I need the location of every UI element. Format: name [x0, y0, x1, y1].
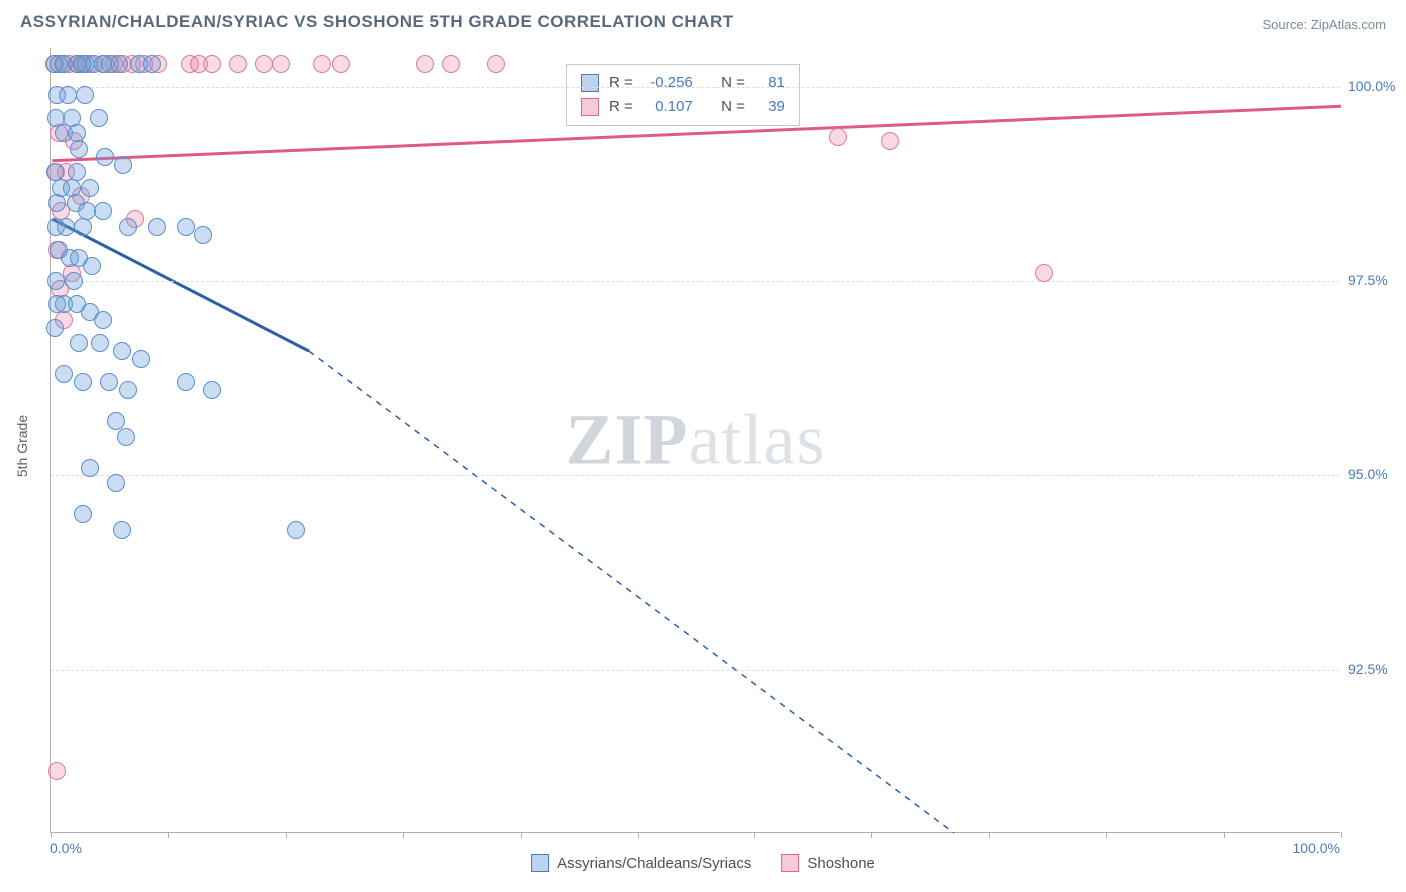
data-point-blue: [117, 428, 135, 446]
data-point-blue: [119, 218, 137, 236]
chart-title: ASSYRIAN/CHALDEAN/SYRIAC VS SHOSHONE 5TH…: [20, 12, 734, 32]
data-point-blue: [70, 334, 88, 352]
data-point-blue: [59, 86, 77, 104]
grid-line: [51, 475, 1340, 476]
data-point-blue: [143, 55, 161, 73]
x-tick: [1224, 832, 1225, 838]
x-tick: [1341, 832, 1342, 838]
data-point-blue: [74, 373, 92, 391]
legend-swatch-pink: [781, 854, 799, 872]
data-point-blue: [90, 109, 108, 127]
data-point-blue: [91, 334, 109, 352]
data-point-blue: [46, 319, 64, 337]
data-point-blue: [74, 218, 92, 236]
data-point-blue: [48, 194, 66, 212]
x-tick: [638, 832, 639, 838]
x-tick: [286, 832, 287, 838]
data-point-blue: [47, 272, 65, 290]
grid-line: [51, 87, 1340, 88]
data-point-blue: [70, 140, 88, 158]
data-point-pink: [272, 55, 290, 73]
y-tick-label: 92.5%: [1348, 661, 1388, 677]
data-point-blue: [113, 521, 131, 539]
data-point-blue: [148, 218, 166, 236]
data-point-blue: [100, 373, 118, 391]
data-point-blue: [57, 218, 75, 236]
data-point-pink: [416, 55, 434, 73]
data-point-blue: [113, 342, 131, 360]
data-point-blue: [177, 373, 195, 391]
data-point-blue: [177, 218, 195, 236]
data-point-pink: [313, 55, 331, 73]
trend-lines: [51, 48, 1340, 832]
x-tick: [51, 832, 52, 838]
data-point-blue: [81, 179, 99, 197]
x-tick: [168, 832, 169, 838]
data-point-blue: [94, 311, 112, 329]
data-point-blue: [203, 381, 221, 399]
data-point-blue: [94, 202, 112, 220]
data-point-blue: [119, 381, 137, 399]
data-point-pink: [1035, 264, 1053, 282]
data-point-blue: [81, 459, 99, 477]
y-tick-label: 97.5%: [1348, 272, 1388, 288]
watermark: ZIPatlas: [566, 399, 826, 482]
data-point-blue: [65, 272, 83, 290]
grid-line: [51, 281, 1340, 282]
data-point-pink: [881, 132, 899, 150]
data-point-blue: [76, 86, 94, 104]
scatter-chart: ZIPatlas R = -0.256 N = 81 R = 0.107 N =…: [50, 48, 1340, 833]
stats-legend: R = -0.256 N = 81 R = 0.107 N = 39: [566, 64, 800, 126]
grid-line: [51, 670, 1340, 671]
y-tick-label: 100.0%: [1348, 78, 1395, 94]
source-label: Source: ZipAtlas.com: [1262, 17, 1386, 32]
x-tick: [1106, 832, 1107, 838]
legend-swatch-blue: [531, 854, 549, 872]
x-tick: [989, 832, 990, 838]
series-legend: Assyrians/Chaldeans/Syriacs Shoshone: [531, 854, 875, 872]
y-tick-label: 95.0%: [1348, 466, 1388, 482]
legend-label-pink: Shoshone: [807, 855, 875, 872]
data-point-blue: [83, 257, 101, 275]
data-point-pink: [332, 55, 350, 73]
x-tick: [403, 832, 404, 838]
x-axis-max-label: 100.0%: [1293, 840, 1340, 856]
data-point-pink: [229, 55, 247, 73]
legend-swatch-blue: [581, 74, 599, 92]
x-tick: [871, 832, 872, 838]
data-point-blue: [74, 505, 92, 523]
data-point-pink: [48, 762, 66, 780]
x-tick: [754, 832, 755, 838]
data-point-blue: [194, 226, 212, 244]
data-point-blue: [55, 365, 73, 383]
data-point-pink: [203, 55, 221, 73]
data-point-pink: [255, 55, 273, 73]
data-point-blue: [107, 474, 125, 492]
data-point-pink: [442, 55, 460, 73]
data-point-blue: [96, 148, 114, 166]
x-axis-min-label: 0.0%: [50, 840, 82, 856]
x-tick: [521, 832, 522, 838]
data-point-pink: [829, 128, 847, 146]
data-point-blue: [114, 156, 132, 174]
data-point-blue: [287, 521, 305, 539]
data-point-blue: [110, 55, 128, 73]
legend-label-blue: Assyrians/Chaldeans/Syriacs: [557, 855, 751, 872]
legend-swatch-pink: [581, 98, 599, 116]
data-point-pink: [487, 55, 505, 73]
y-axis-title: 5th Grade: [14, 415, 30, 477]
data-point-blue: [132, 350, 150, 368]
